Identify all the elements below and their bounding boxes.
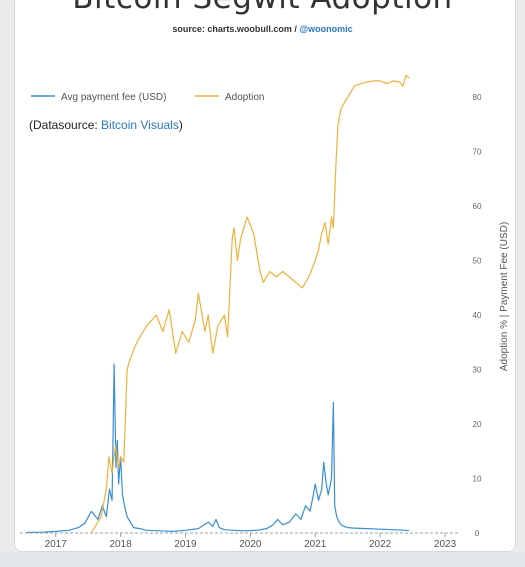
y-tick-label: 40 bbox=[473, 311, 482, 320]
fee-series-line bbox=[26, 363, 410, 534]
chart-subtitle: source: charts.woobull.com / @woonomic bbox=[0, 24, 525, 34]
x-tick-label: 2017 bbox=[45, 539, 68, 550]
chart-title: Bitcoin Segwit Adoption bbox=[0, 0, 525, 16]
y-axis-title: Adoption % | Payment Fee (USD) bbox=[499, 222, 510, 371]
x-tick-label: 2020 bbox=[239, 539, 262, 550]
source-prefix: source: charts.woobull.com / bbox=[172, 24, 300, 34]
source-handle-link[interactable]: @woonomic bbox=[299, 24, 353, 34]
y-tick-label: 80 bbox=[473, 93, 482, 102]
x-tick-label: 2023 bbox=[434, 539, 457, 550]
y-tick-label: 50 bbox=[473, 257, 482, 266]
chart-card bbox=[14, 0, 516, 552]
datasource-suffix: ) bbox=[178, 118, 183, 132]
page-bottom-strip bbox=[0, 552, 525, 567]
x-tick-label: 2019 bbox=[174, 539, 197, 550]
legend-item-fee-label: Avg payment fee (USD) bbox=[61, 92, 166, 103]
legend-item-adoption-label: Adoption bbox=[225, 92, 264, 103]
datasource-note: (Datasource: Bitcoin Visuals) bbox=[29, 118, 183, 132]
x-tick-label: 2018 bbox=[109, 539, 132, 550]
x-tick-label: 2022 bbox=[369, 539, 392, 550]
y-tick-label: 10 bbox=[473, 475, 482, 484]
x-tick-label: 2021 bbox=[304, 539, 327, 550]
y-tick-label: 60 bbox=[473, 202, 482, 211]
datasource-prefix: (Datasource: bbox=[29, 118, 102, 132]
datasource-link[interactable]: Bitcoin Visuals bbox=[101, 118, 179, 132]
y-tick-label: 20 bbox=[473, 420, 482, 429]
y-tick-label: 70 bbox=[473, 148, 482, 157]
y-tick-label: 0 bbox=[475, 529, 480, 538]
adoption-series-line bbox=[90, 74, 410, 534]
y-tick-label: 30 bbox=[473, 366, 482, 375]
